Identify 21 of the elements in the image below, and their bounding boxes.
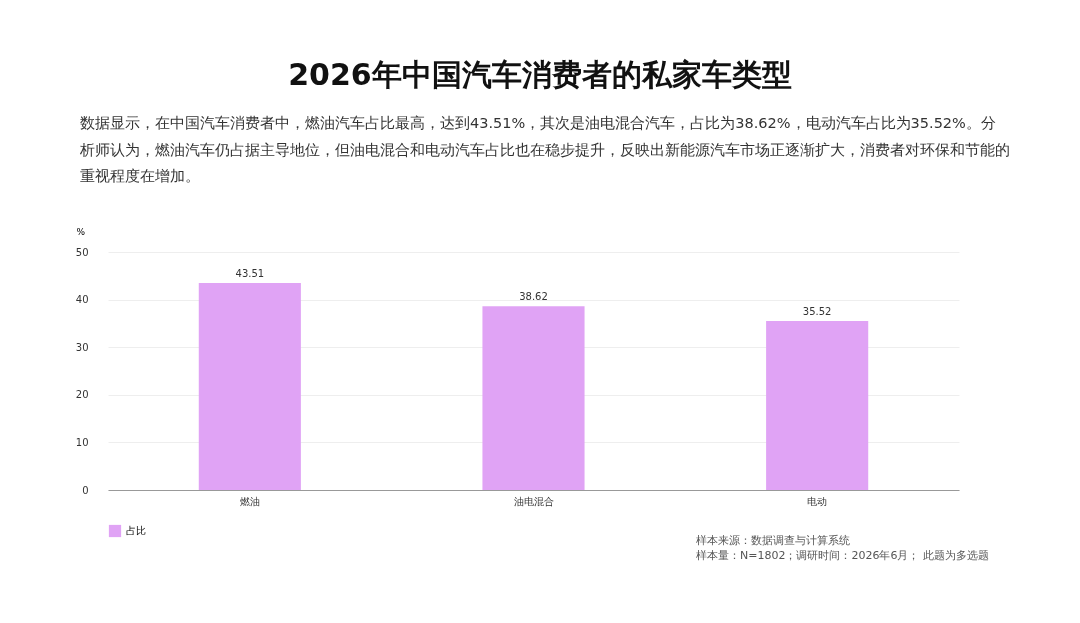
chart-title: 2026年中国汽车消费者的私家车类型 <box>287 56 793 94</box>
bar <box>198 282 301 490</box>
y-tick-label: 50 <box>75 246 89 258</box>
y-tick-label: 30 <box>75 341 89 353</box>
y-tick-label: 20 <box>75 389 89 401</box>
y-tick-label: 0 <box>82 484 89 496</box>
data-label: 43.51 <box>235 267 265 279</box>
chart-subtitle: 数据显示，在中国汽车消费者中，燃油汽车占比最高，达到43.51%，其次是油电混合汽车，占比为38.62%，电动汽车占比为35.52%。分析师认为，燃油汽车仍占据主导地位，但油电混合和电动汽车占比也在稳步提升，反映出新能源汽车市场正逐渐扩大，消费者对环保和节能的重视程度在增加。 <box>80 114 1010 186</box>
data-label: 38.62 <box>519 291 548 303</box>
bar <box>482 306 585 490</box>
x-tick-label: 电动 <box>807 495 828 507</box>
y-tick-label: 10 <box>75 436 89 448</box>
x-tick-label: 燃油 <box>239 495 260 507</box>
y-axis-title: % <box>76 226 86 237</box>
y-tick-label: 40 <box>75 294 89 306</box>
x-tick-label: 油电混合 <box>513 495 554 507</box>
text: 样本来源：数据调查与计算系统 <box>696 533 851 548</box>
data-label: 35.52 <box>802 305 832 317</box>
bar <box>766 320 869 490</box>
text: 样本量：N=1802；调研时间：2026年6月； 此题为多选题 <box>696 548 989 563</box>
legend-label: 占比 <box>126 525 146 536</box>
